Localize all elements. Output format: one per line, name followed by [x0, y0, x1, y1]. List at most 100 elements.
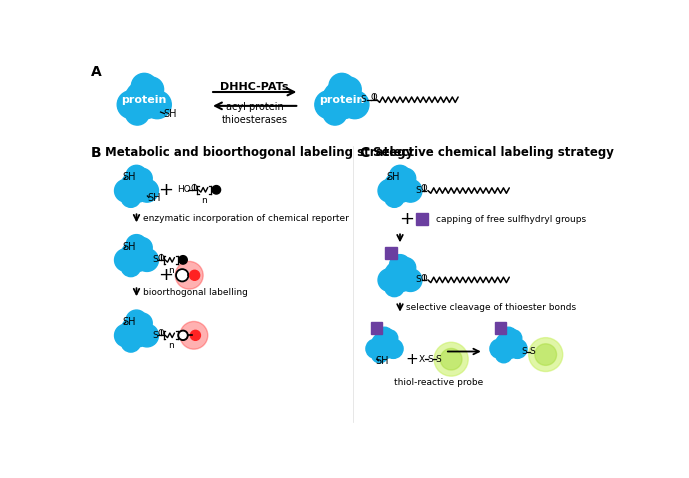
- Text: n: n: [167, 341, 174, 350]
- Text: capping of free sulfhydryl groups: capping of free sulfhydryl groups: [435, 215, 586, 224]
- Text: SH: SH: [123, 242, 136, 252]
- Circle shape: [329, 73, 355, 99]
- Text: O: O: [157, 329, 164, 338]
- Circle shape: [126, 310, 147, 331]
- Circle shape: [126, 165, 147, 186]
- Circle shape: [440, 348, 462, 370]
- Text: A: A: [91, 65, 101, 79]
- Circle shape: [508, 339, 527, 358]
- Circle shape: [132, 168, 152, 188]
- Text: C: C: [359, 146, 369, 160]
- Bar: [384, 247, 397, 259]
- Text: Selective chemical labeling strategy: Selective chemical labeling strategy: [373, 146, 614, 159]
- Circle shape: [395, 258, 415, 278]
- Circle shape: [125, 80, 163, 119]
- Text: S: S: [152, 255, 158, 264]
- Text: +: +: [405, 352, 418, 367]
- Text: acyl protein
thioesterases: acyl protein thioesterases: [222, 102, 288, 125]
- Text: X: X: [419, 355, 424, 364]
- Circle shape: [366, 339, 385, 358]
- Circle shape: [315, 91, 343, 119]
- Circle shape: [132, 73, 157, 99]
- Text: bioorthogonal labelling: bioorthogonal labelling: [143, 288, 247, 297]
- Text: S: S: [361, 95, 367, 104]
- Text: DHHC-PATs: DHHC-PATs: [220, 82, 289, 92]
- Circle shape: [180, 322, 208, 349]
- Circle shape: [125, 101, 150, 125]
- Circle shape: [384, 261, 415, 292]
- Text: n: n: [201, 196, 207, 205]
- Circle shape: [138, 77, 163, 102]
- Circle shape: [381, 330, 398, 347]
- Text: SH: SH: [147, 193, 161, 203]
- Circle shape: [384, 188, 404, 207]
- Circle shape: [175, 261, 203, 289]
- Text: O: O: [421, 185, 427, 194]
- Circle shape: [384, 277, 404, 297]
- Text: +: +: [399, 210, 413, 228]
- Circle shape: [132, 238, 152, 258]
- Text: n: n: [167, 266, 174, 275]
- Circle shape: [132, 313, 152, 333]
- Text: S: S: [521, 347, 527, 356]
- Circle shape: [336, 77, 361, 102]
- Circle shape: [114, 179, 138, 202]
- Circle shape: [117, 91, 145, 119]
- Text: S: S: [415, 275, 422, 284]
- Text: S: S: [427, 355, 433, 364]
- Circle shape: [378, 269, 401, 292]
- Text: S: S: [415, 186, 422, 195]
- Circle shape: [126, 235, 147, 255]
- Text: B: B: [91, 146, 101, 160]
- Circle shape: [121, 258, 141, 277]
- Text: O: O: [371, 93, 377, 102]
- Text: Metabolic and bioorthogonal labeling strategy: Metabolic and bioorthogonal labeling str…: [105, 146, 413, 159]
- Text: S: S: [530, 347, 535, 356]
- Text: selective cleavage of thioester bonds: selective cleavage of thioester bonds: [407, 303, 576, 312]
- Circle shape: [389, 165, 411, 186]
- Text: HO: HO: [177, 185, 191, 194]
- Circle shape: [143, 91, 172, 119]
- Circle shape: [505, 330, 522, 347]
- Circle shape: [136, 179, 158, 202]
- Text: protein: protein: [121, 95, 167, 105]
- Circle shape: [121, 188, 141, 207]
- Circle shape: [190, 330, 200, 340]
- Circle shape: [340, 91, 369, 119]
- Circle shape: [500, 327, 517, 345]
- Text: O: O: [191, 184, 197, 193]
- Circle shape: [528, 337, 563, 371]
- Circle shape: [121, 171, 152, 202]
- Text: SH: SH: [163, 109, 177, 119]
- Circle shape: [114, 249, 138, 272]
- Circle shape: [378, 179, 401, 202]
- Text: +: +: [158, 181, 174, 199]
- Circle shape: [399, 269, 422, 292]
- Circle shape: [178, 256, 187, 264]
- Text: S: S: [152, 331, 158, 340]
- Bar: [495, 322, 506, 334]
- Text: SH: SH: [376, 356, 389, 366]
- Bar: [371, 322, 382, 334]
- Circle shape: [323, 101, 347, 125]
- Circle shape: [121, 316, 152, 347]
- Circle shape: [180, 332, 186, 338]
- Circle shape: [212, 185, 220, 194]
- Circle shape: [371, 332, 398, 358]
- Circle shape: [384, 171, 415, 202]
- Circle shape: [434, 342, 469, 376]
- Text: enzymatic incorporation of chemical reporter: enzymatic incorporation of chemical repo…: [143, 214, 349, 223]
- Text: O: O: [157, 254, 164, 263]
- Text: SH: SH: [123, 173, 136, 183]
- Text: SH: SH: [386, 173, 400, 183]
- Text: SH: SH: [123, 317, 136, 327]
- Circle shape: [490, 339, 509, 358]
- Circle shape: [371, 347, 388, 363]
- Circle shape: [495, 347, 512, 363]
- Text: +: +: [158, 266, 174, 284]
- Text: thiol-reactive probe: thiol-reactive probe: [394, 378, 484, 387]
- Text: S: S: [436, 355, 442, 364]
- Circle shape: [322, 80, 361, 119]
- Circle shape: [136, 249, 158, 272]
- Circle shape: [376, 327, 393, 345]
